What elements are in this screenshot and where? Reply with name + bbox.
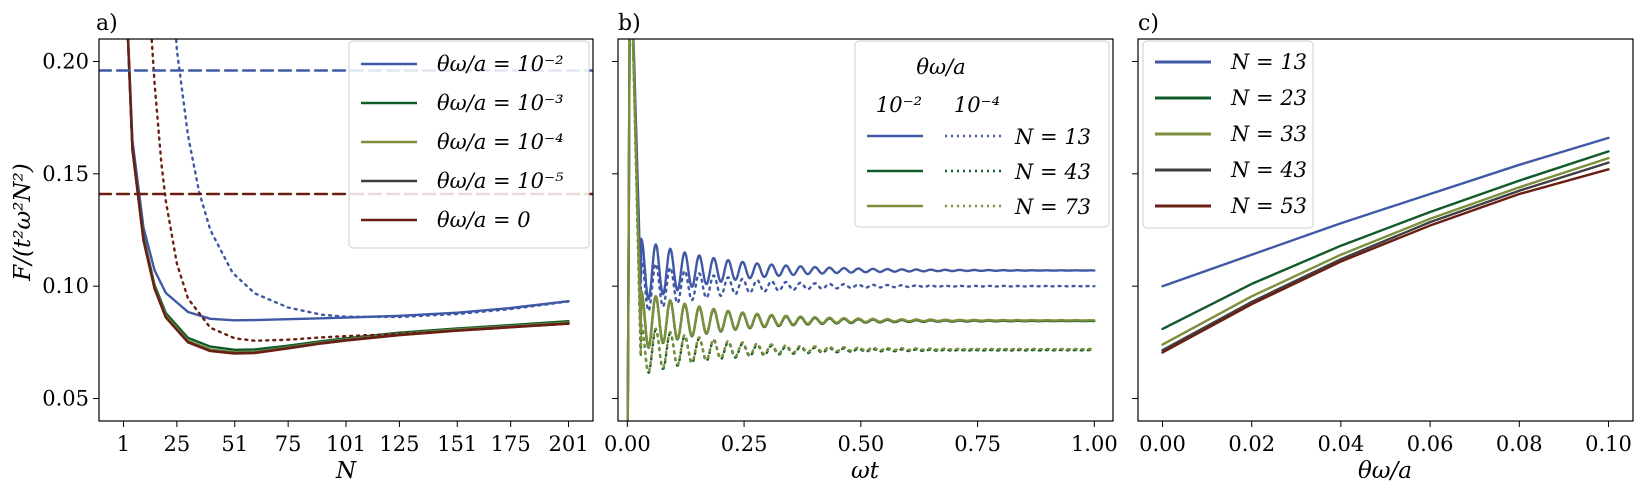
panel-a-legend: θω/a = 10⁻² θω/a = 10⁻³ θω/a = 10⁻⁴ θω/a = … — [348, 40, 590, 249]
panel-a-x-axis-label: N — [335, 458, 357, 484]
panel-a-x-tick-label: 175 — [491, 432, 531, 456]
panel-a-y-tick-label: 0.10 — [42, 274, 89, 298]
panel-a-x-tick-label: 125 — [379, 432, 419, 456]
panel-b-x-tick-label: 0.75 — [954, 432, 1001, 456]
panel-c-legend-label: N = 13 — [1230, 50, 1307, 74]
panel-a-legend-label: θω/a = 10⁻³ — [437, 91, 564, 115]
panel-b-legend-label: N = 73 — [1014, 195, 1091, 219]
panel-b-x-axis-label: ωt — [851, 458, 880, 484]
panel-b-series-line — [626, 39, 1096, 421]
panel-b-series-line — [626, 39, 1096, 421]
panel-a-x-tick-label: 101 — [326, 432, 366, 456]
panel-a-legend-label: θω/a = 10⁻² — [437, 52, 564, 76]
panel-a-label: a) — [96, 11, 118, 36]
panel-a-legend-label: θω/a = 10⁻⁵ — [437, 169, 564, 193]
panel-b-legend-box — [854, 40, 1110, 228]
panel-c-x-tick-label: 0.00 — [1139, 432, 1186, 456]
panel-a-x-tick-label: 51 — [221, 432, 248, 456]
panel-c-x-tick-label: 0.08 — [1496, 432, 1543, 456]
panel-c-legend-box — [1142, 40, 1314, 229]
panel-a-x-tick-label: 1 — [117, 432, 130, 456]
panel-b-legend-column: 10⁻⁴ — [954, 93, 1000, 117]
panel-b-ticks: 0.00 0.25 0.50 0.75 1.00 — [604, 60, 1118, 456]
panel-b-x-tick-label: 0.25 — [721, 432, 768, 456]
panel-a: a) 1 25 51 75 101 125 151 175 2010.050.100.150.2… — [42, 11, 594, 484]
panel-c-legend-label: N = 53 — [1230, 194, 1307, 218]
panel-a-y-tick-label: 0.20 — [42, 49, 89, 73]
panel-c-frame — [1137, 38, 1634, 422]
panel-a-legend-box — [348, 40, 590, 249]
panel-c-x-tick-label: 0.04 — [1318, 432, 1365, 456]
panel-a-x-tick-label: 201 — [548, 432, 588, 456]
panel-c-x-tick-label: 0.02 — [1228, 432, 1275, 456]
panel-b-series-line — [626, 39, 1096, 421]
panel-c-x-tick-label: 0.10 — [1585, 432, 1632, 456]
panel-a-series-line — [126, 39, 570, 322]
panel-c-legend-label: N = 23 — [1230, 86, 1307, 110]
panel-b-legend-label: N = 13 — [1014, 125, 1091, 149]
panel-a-series-line — [174, 39, 570, 319]
panel-b-frame — [617, 38, 1114, 422]
panel-c-series-line — [1161, 150, 1610, 331]
panel-b-curves — [626, 39, 1096, 421]
panel-b-x-tick-label: 1.00 — [1071, 432, 1118, 456]
panel-b-x-tick-label: 0.50 — [837, 432, 884, 456]
panel-c-x-tick-label: 0.06 — [1407, 432, 1454, 456]
panel-c-curves — [1161, 136, 1610, 354]
panel-c-legend-label: N = 43 — [1230, 158, 1307, 182]
panel-b: b) 0.00 0.25 0.50 0.75 1.00 ωt θω/a 10⁻² 10⁻⁴ N… — [604, 11, 1118, 484]
panel-c: c) 0.00 0.02 0.04 0.06 0.08 0.10 θω/a N = 13N… — [1132, 11, 1634, 484]
panel-a-legend-label: θω/a = 0 — [437, 208, 531, 232]
panel-a-x-tick-label: 25 — [164, 432, 191, 456]
panel-b-series-line — [626, 39, 1096, 421]
panel-a-curves — [99, 39, 593, 355]
panel-b-x-tick-label: 0.00 — [604, 432, 651, 456]
panel-c-series-line — [1161, 136, 1610, 288]
panel-b-legend-title: θω/a — [916, 55, 965, 79]
panel-a-y-tick-label: 0.05 — [42, 387, 89, 411]
panel-c-series-line — [1161, 161, 1610, 352]
panel-a-x-tick-label: 75 — [275, 432, 302, 456]
panel-c-series-line — [1161, 156, 1610, 346]
panel-c-x-axis-label: θω/a — [1358, 458, 1412, 484]
panel-b-legend: θω/a 10⁻² 10⁻⁴ N = 13 N = 43 N = 73 — [854, 40, 1110, 228]
panel-b-legend-column: 10⁻² — [876, 93, 922, 117]
panel-c-series-line — [1161, 168, 1610, 354]
panel-b-legend-label: N = 43 — [1014, 160, 1091, 184]
panel-b-label: b) — [618, 11, 641, 36]
panel-c-legend-label: N = 33 — [1230, 122, 1307, 146]
panel-a-x-tick-label: 151 — [437, 432, 477, 456]
panel-c-legend: N = 13 N = 23 N = 33 N = 43 N = 53 — [1142, 40, 1314, 229]
panel-c-ticks: 0.00 0.02 0.04 0.06 0.08 0.10 — [1132, 60, 1632, 456]
panel-a-legend-label: θω/a = 10⁻⁴ — [437, 130, 564, 154]
panel-c-label: c) — [1138, 11, 1159, 36]
y-axis-label: F/(t²ω²N²) — [10, 163, 36, 281]
panel-a-y-tick-label: 0.15 — [42, 162, 89, 186]
